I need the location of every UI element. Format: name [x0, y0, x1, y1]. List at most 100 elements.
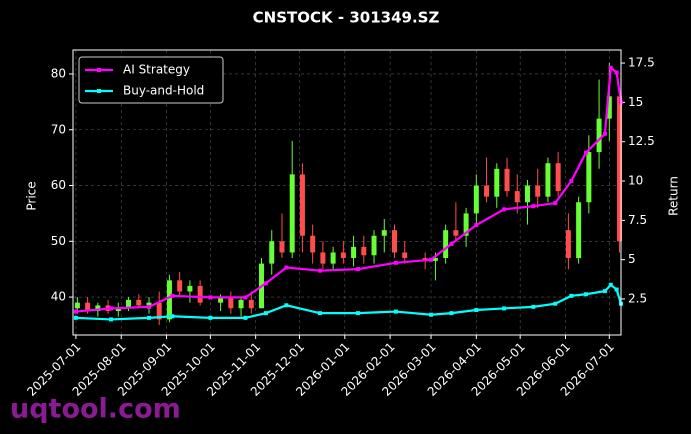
series-marker — [502, 207, 507, 212]
y2-tick-label: 17.5 — [628, 56, 655, 70]
candle-body — [156, 302, 162, 320]
series-marker — [449, 311, 454, 316]
series-marker — [608, 282, 613, 287]
candle-body — [330, 252, 336, 264]
series-marker — [284, 265, 289, 270]
candle-body — [351, 246, 357, 259]
candle-body — [269, 241, 275, 264]
series-marker — [317, 311, 322, 316]
series-marker — [170, 314, 175, 319]
candle-body — [320, 252, 326, 264]
series-marker — [429, 312, 434, 317]
candle-body — [432, 258, 438, 261]
y-tick-label: 70 — [51, 122, 66, 136]
y-tick-label: 50 — [51, 234, 66, 248]
candle-body — [514, 191, 520, 203]
y2-tick-label: 12.5 — [628, 134, 655, 148]
series-marker — [553, 301, 558, 306]
series-marker — [208, 295, 213, 300]
candle-body — [289, 174, 295, 253]
y2-tick-label: 15 — [628, 95, 643, 109]
y-tick-label: 60 — [51, 178, 66, 192]
series-marker — [602, 289, 607, 294]
legend-marker — [97, 68, 101, 72]
series-marker — [73, 309, 78, 314]
candle-body — [85, 302, 91, 312]
series-marker — [583, 292, 588, 297]
legend-label: Buy-and-Hold — [123, 84, 204, 98]
y2-tick-label: 7.5 — [628, 213, 647, 227]
series-marker — [429, 257, 434, 262]
series-marker — [108, 317, 113, 322]
series-marker — [531, 304, 536, 309]
series-marker — [502, 306, 507, 311]
series-marker — [108, 306, 113, 311]
candle-body — [617, 96, 623, 242]
candle-body — [279, 241, 285, 253]
series-marker — [569, 293, 574, 298]
candle-body — [473, 185, 479, 214]
candle-body — [299, 174, 305, 236]
series-marker — [614, 70, 619, 75]
series-marker — [263, 281, 268, 286]
candle-body — [177, 280, 183, 292]
legend-box — [78, 56, 224, 104]
y2-tick-label: 2.5 — [628, 291, 647, 305]
candle-body — [391, 230, 397, 253]
candle-body — [187, 285, 193, 292]
chart-title: CNSTOCK - 301349.SZ — [253, 9, 440, 27]
candle-body — [248, 299, 254, 309]
y2-tick-label: 5 — [628, 252, 636, 266]
series-marker — [553, 201, 558, 206]
series-marker — [393, 309, 398, 314]
legend-marker — [97, 89, 101, 93]
candle-body — [463, 213, 469, 236]
candle-body — [586, 152, 592, 203]
series-marker — [355, 311, 360, 316]
candle-body — [228, 297, 234, 309]
candle-body — [340, 252, 346, 259]
series-marker — [449, 241, 454, 246]
candle-body — [197, 285, 203, 303]
series-marker — [284, 303, 289, 308]
candle-body — [596, 118, 602, 153]
candle-body — [484, 185, 490, 197]
series-marker — [608, 65, 613, 70]
candle-body — [535, 185, 541, 197]
candle-body — [545, 163, 551, 197]
candle-body — [565, 230, 571, 259]
candle-body — [361, 246, 367, 256]
series-marker — [393, 260, 398, 265]
candle-body — [504, 168, 510, 192]
series-marker — [317, 268, 322, 273]
series-marker — [73, 315, 78, 320]
series-marker — [474, 223, 479, 228]
series-marker — [146, 315, 151, 320]
series-marker — [208, 315, 213, 320]
series-marker — [569, 179, 574, 184]
series-marker — [170, 293, 175, 298]
candle-body — [238, 299, 244, 309]
candle-body — [146, 302, 152, 306]
candle-body — [576, 202, 582, 259]
series-marker — [263, 311, 268, 316]
series-marker — [602, 131, 607, 136]
candle-body — [381, 230, 387, 236]
candle-body — [310, 235, 316, 253]
series-marker — [355, 267, 360, 272]
candle-body — [126, 299, 132, 309]
candle-body — [115, 308, 121, 312]
candle-body — [95, 305, 101, 312]
y-axis-label: Price — [25, 181, 39, 210]
candle-body — [402, 252, 408, 259]
legend-label: AI Strategy — [123, 63, 190, 77]
series-marker — [531, 204, 536, 209]
series-marker — [614, 287, 619, 292]
candle-body — [371, 235, 377, 256]
y2-tick-label: 10 — [628, 174, 643, 188]
candle-body — [166, 280, 172, 320]
watermark: uqtool.com — [10, 394, 181, 425]
y-tick-label: 40 — [51, 290, 66, 304]
